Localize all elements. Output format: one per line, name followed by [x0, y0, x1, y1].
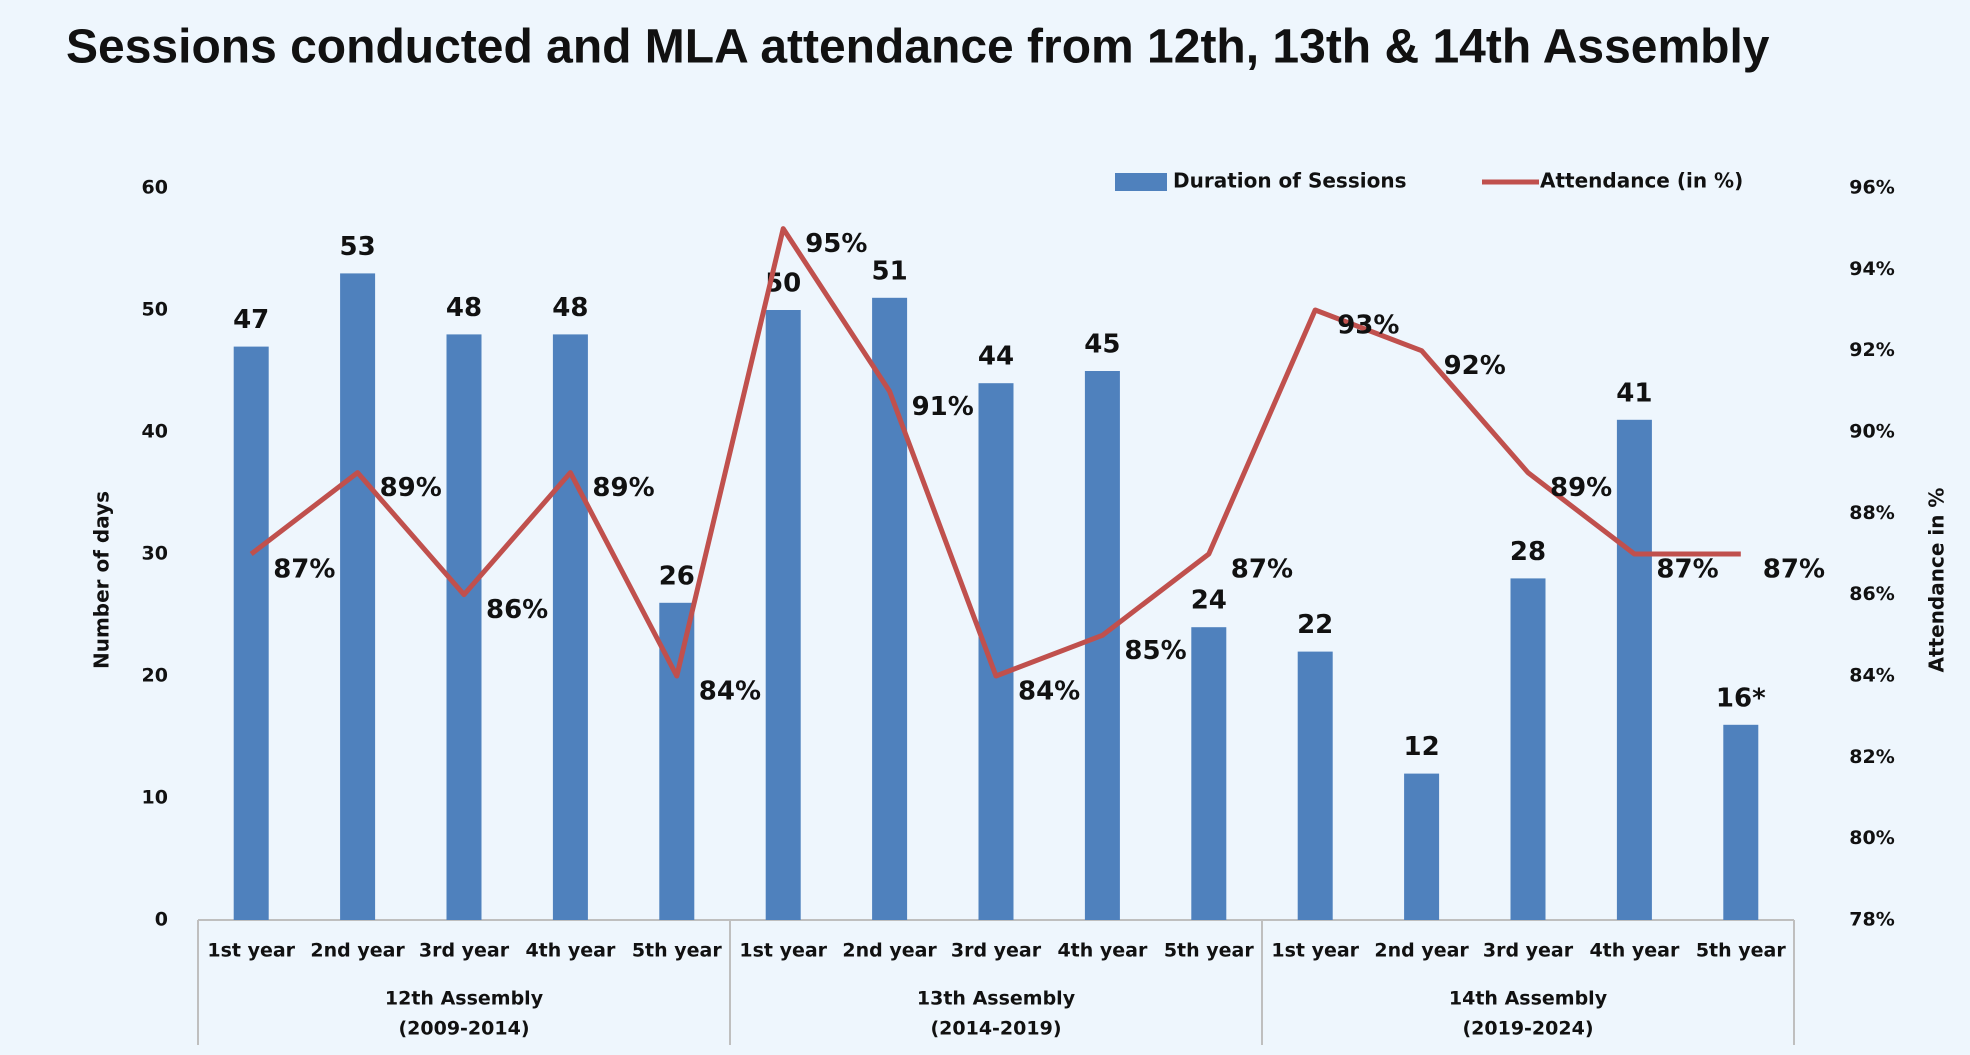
y-tick-label: 10 [142, 787, 168, 809]
group-label: 12th Assembly [385, 988, 544, 1010]
line-value-label: 87% [1763, 555, 1825, 585]
group-label: 14th Assembly [1449, 988, 1608, 1010]
y2-tick-label: 84% [1849, 665, 1894, 687]
bar [1404, 773, 1440, 920]
y-tick-label: 20 [142, 665, 168, 687]
bar [340, 273, 376, 920]
y2-tick-label: 78% [1849, 909, 1894, 931]
x-tick-label: 4th year [1057, 940, 1148, 962]
x-tick-label: 2nd year [1374, 940, 1469, 962]
bar-value-label: 44 [978, 342, 1014, 372]
x-tick-label: 3rd year [1483, 940, 1574, 962]
line-value-label: 93% [1337, 311, 1399, 341]
x-tick-label: 1st year [207, 940, 295, 962]
x-tick-label: 1st year [739, 940, 827, 962]
y-tick-label: 0 [155, 909, 168, 931]
bar-value-label: 48 [446, 293, 482, 323]
y2-axis-title: Attendance in % [1925, 488, 1949, 673]
bar [1510, 578, 1546, 920]
line-value-label: 87% [1231, 555, 1293, 585]
y2-tick-label: 82% [1849, 746, 1894, 768]
group-label: 13th Assembly [917, 988, 1076, 1010]
bar [978, 383, 1014, 920]
line-value-label: 87% [273, 555, 335, 585]
bar-value-label: 28 [1510, 537, 1546, 567]
bar-value-label: 26 [659, 561, 695, 591]
x-tick-label: 3rd year [951, 940, 1042, 962]
bar [233, 346, 269, 921]
bar-value-label: 48 [552, 293, 588, 323]
group-years: (2014-2019) [930, 1018, 1061, 1040]
bar [765, 310, 801, 920]
y-axis-title: Number of days [90, 491, 114, 669]
y2-tick-label: 96% [1849, 177, 1894, 199]
line-value-label: 89% [592, 473, 654, 503]
bar [1297, 651, 1333, 920]
legend-label: Duration of Sessions [1173, 169, 1406, 193]
x-tick-label: 1st year [1271, 940, 1359, 962]
bar-value-label: 24 [1191, 586, 1227, 616]
y-tick-label: 60 [142, 177, 168, 199]
bar-value-label: 47 [233, 305, 269, 335]
y-tick-label: 50 [142, 299, 168, 321]
x-tick-label: 4th year [1589, 940, 1680, 962]
bar-value-label: 41 [1616, 378, 1652, 408]
y-tick-label: 40 [142, 421, 168, 443]
line-value-label: 89% [380, 473, 442, 503]
legend-swatch [1115, 173, 1167, 191]
y2-tick-label: 94% [1849, 258, 1894, 280]
line-value-label: 85% [1124, 636, 1186, 666]
x-tick-label: 5th year [1696, 940, 1787, 962]
line-value-label: 84% [1018, 677, 1080, 707]
x-tick-label: 2nd year [842, 940, 937, 962]
group-years: (2009-2014) [398, 1018, 529, 1040]
line-value-label: 89% [1550, 473, 1612, 503]
x-tick-label: 2nd year [310, 940, 405, 962]
legend-label: Attendance (in %) [1540, 169, 1743, 193]
bar-value-label: 51 [872, 256, 908, 286]
attendance-line [249, 226, 1741, 679]
y-tick-label: 30 [142, 543, 168, 565]
bar [1616, 419, 1652, 920]
x-tick-label: 4th year [525, 940, 616, 962]
bar [1191, 627, 1227, 920]
line-value-label: 92% [1444, 351, 1506, 381]
bar [1723, 724, 1759, 920]
y2-tick-label: 86% [1849, 583, 1894, 605]
y2-tick-label: 92% [1849, 339, 1894, 361]
chart-title: Sessions conducted and MLA attendance fr… [66, 21, 1770, 74]
bar [552, 334, 588, 920]
line-value-label: 95% [805, 229, 867, 259]
y2-tick-label: 80% [1849, 827, 1894, 849]
bar [446, 334, 482, 920]
bar-value-label: 53 [340, 232, 376, 262]
line-value-label: 87% [1656, 555, 1718, 585]
bar [872, 297, 908, 920]
x-tick-label: 3rd year [419, 940, 510, 962]
group-years: (2019-2024) [1462, 1018, 1593, 1040]
bar-value-label: 12 [1404, 732, 1440, 762]
bar-value-label: 16* [1716, 683, 1766, 713]
bar-value-label: 45 [1084, 330, 1120, 360]
x-tick-label: 5th year [632, 940, 723, 962]
line-value-label: 84% [699, 677, 761, 707]
x-tick-label: 5th year [1164, 940, 1255, 962]
y2-tick-label: 88% [1849, 502, 1894, 524]
bar-value-label: 22 [1297, 610, 1333, 640]
y2-tick-label: 90% [1849, 421, 1894, 443]
line-value-label: 86% [486, 595, 548, 625]
line-value-label: 91% [912, 392, 974, 422]
bar [1084, 371, 1120, 920]
